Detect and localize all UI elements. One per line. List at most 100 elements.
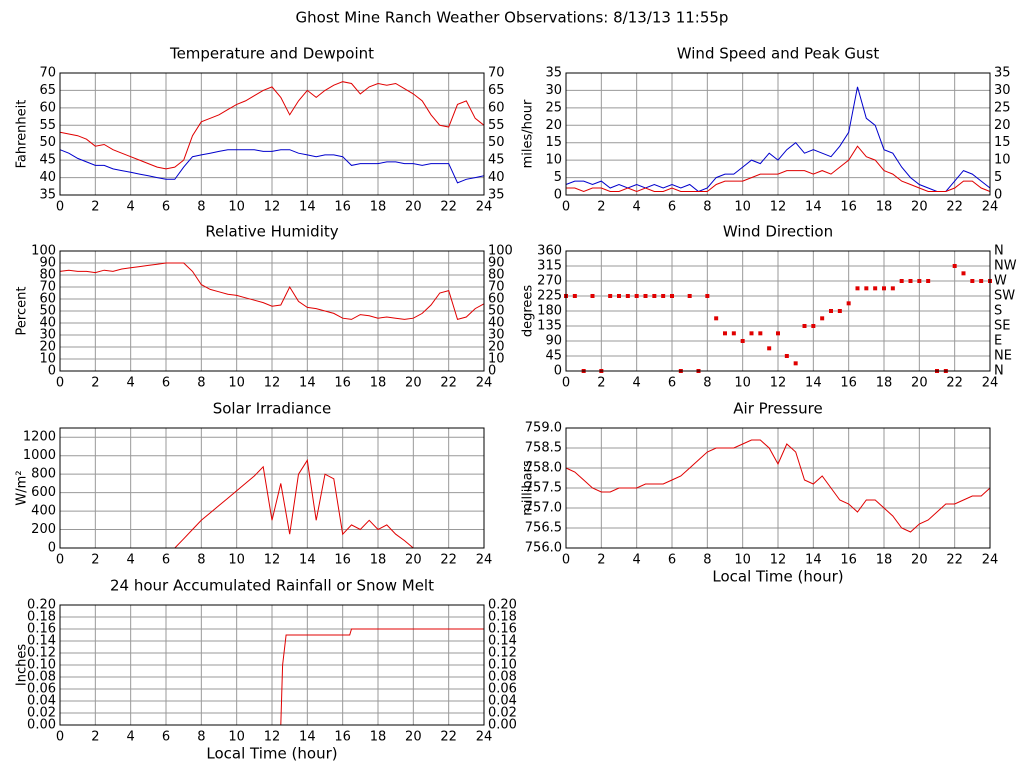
y-right-tick-label: 0.06	[488, 682, 517, 697]
x-tick-label: 22	[440, 200, 457, 215]
chart-title: Temperature and Dewpoint	[169, 45, 374, 63]
y-tick-label: 0	[48, 364, 56, 379]
chart-title: Wind Direction	[723, 223, 833, 241]
chart-title: Solar Irradiance	[213, 400, 332, 418]
y-right-tick-label: 50	[488, 135, 505, 150]
data-line	[565, 86, 991, 193]
y2-tick-label: NE	[994, 349, 1012, 364]
x-tick-label: 6	[162, 376, 170, 391]
x-tick-label: 12	[264, 553, 281, 568]
x-tick-label: 10	[734, 376, 751, 391]
y-tick-label: 0.10	[27, 658, 56, 673]
y-right-tick-label: 35	[488, 188, 505, 203]
data-point	[661, 294, 666, 298]
x-tick-label: 16	[334, 553, 351, 568]
data-point	[890, 286, 895, 291]
y-right-tick-label: 0.04	[488, 694, 517, 709]
y-right-tick-label: 15	[994, 135, 1011, 150]
y-right-tick-label: 70	[488, 280, 505, 295]
x-tick-label: 22	[440, 730, 457, 745]
x-tick-label: 18	[876, 376, 893, 391]
data-point	[749, 331, 754, 336]
x-tick-label: 4	[127, 730, 135, 745]
x-tick-label: 16	[840, 200, 857, 215]
data-point	[926, 279, 931, 283]
x-tick-label: 10	[734, 200, 751, 215]
y-right-tick-label: 50	[488, 304, 505, 319]
data-point	[793, 361, 798, 366]
y2-tick-label: SW	[994, 289, 1015, 304]
x-tick-label: 12	[770, 376, 787, 391]
x-tick-label: 0	[56, 376, 64, 391]
x-tick-label: 20	[405, 200, 422, 215]
y-right-tick-label: 0.00	[488, 718, 517, 733]
y-right-tick-label: 65	[488, 83, 505, 98]
x-tick-label: 12	[770, 200, 787, 215]
y2-tick-label: E	[994, 334, 1002, 349]
y-tick-label: 0.18	[27, 610, 56, 625]
x-tick-label: 2	[597, 553, 605, 568]
x-tick-label: 12	[264, 730, 281, 745]
x-tick-label: 18	[370, 376, 387, 391]
plot-frame	[59, 250, 485, 372]
y-right-tick-label: 40	[488, 316, 505, 331]
x-tick-label: 18	[876, 553, 893, 568]
x-tick-label: 10	[228, 200, 245, 215]
x-tick-label: 24	[982, 376, 999, 391]
x-tick-label: 16	[840, 376, 857, 391]
data-point	[952, 264, 957, 268]
y2-tick-label: S	[994, 304, 1002, 319]
data-point	[855, 286, 860, 291]
data-line	[566, 145, 991, 193]
y-right-tick-label: 0.02	[488, 706, 517, 721]
y2-tick-label: N	[994, 244, 1004, 259]
data-point	[731, 331, 736, 336]
data-point	[608, 294, 613, 298]
x-tick-label: 18	[370, 553, 387, 568]
y2-tick-label: NW	[994, 259, 1017, 274]
y-right-tick-label: 30	[488, 328, 505, 343]
y-tick-label: 1200	[23, 430, 56, 445]
data-point	[873, 286, 878, 291]
x-tick-label: 12	[264, 376, 281, 391]
x-tick-label: 6	[668, 376, 676, 391]
chart-title: Wind Speed and Peak Gust	[677, 45, 880, 63]
y-tick-label: 0	[48, 541, 56, 556]
y-right-tick-label: 25	[994, 100, 1011, 115]
x-tick-label: 4	[127, 200, 135, 215]
y-right-tick-label: 80	[488, 268, 505, 283]
x-tick-label: 14	[299, 553, 316, 568]
data-point	[784, 354, 789, 358]
y-right-tick-label: 90	[488, 256, 505, 271]
y-tick-label: 60	[39, 100, 56, 115]
y-tick-label: 315	[537, 259, 562, 274]
y-right-tick-label: 60	[488, 100, 505, 115]
y-right-tick-label: 0.20	[488, 598, 517, 613]
plot-frame	[565, 250, 991, 372]
y-axis-label: millibars	[521, 460, 536, 516]
y-tick-label: 20	[545, 118, 562, 133]
x-tick-label: 10	[228, 553, 245, 568]
y-right-tick-label: 20	[488, 340, 505, 355]
data-point	[970, 279, 975, 283]
x-tick-label: 20	[911, 553, 928, 568]
y-tick-label: 0.04	[27, 694, 56, 709]
data-point	[767, 346, 772, 351]
y-right-tick-label: 20	[994, 118, 1011, 133]
x-tick-label: 24	[476, 730, 493, 745]
y-tick-label: 20	[39, 340, 56, 355]
y-right-tick-label: 0.14	[488, 634, 517, 649]
y-tick-label: 757.0	[525, 501, 562, 516]
x-tick-label: 20	[405, 730, 422, 745]
y-tick-label: 757.5	[525, 481, 562, 496]
y-tick-label: 50	[39, 304, 56, 319]
y-tick-label: 10	[545, 153, 562, 168]
y-tick-label: 0.02	[27, 706, 56, 721]
y-tick-label: 0.06	[27, 682, 56, 697]
x-tick-label: 4	[127, 553, 135, 568]
y-axis-label: miles/hour	[521, 99, 536, 168]
y-right-tick-label: 0	[994, 188, 1002, 203]
data-point	[670, 294, 674, 298]
y-tick-label: 756.5	[525, 521, 562, 536]
x-tick-label: 4	[127, 376, 135, 391]
